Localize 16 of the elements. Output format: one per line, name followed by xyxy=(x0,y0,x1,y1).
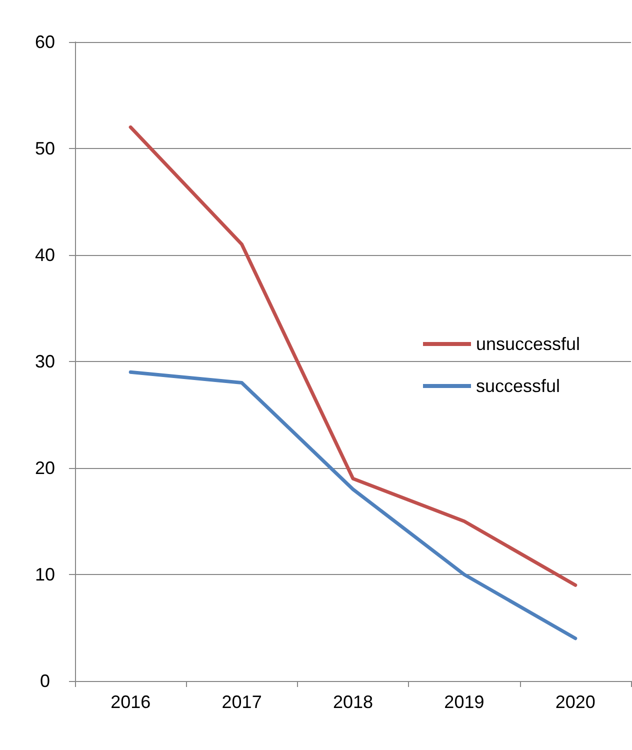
y-tick-label: 40 xyxy=(34,245,56,265)
x-tick-label: 2019 xyxy=(444,692,484,712)
x-tick-label: 2016 xyxy=(110,692,151,712)
x-tick-label: 2017 xyxy=(222,692,262,712)
legend-label: successful xyxy=(476,376,560,396)
y-tick-label: 10 xyxy=(34,564,56,584)
line-series xyxy=(128,370,578,640)
y-tick-label: 50 xyxy=(34,138,56,158)
line-series xyxy=(128,125,578,587)
x-tick-label: 2018 xyxy=(332,692,374,712)
y-tick-label: 30 xyxy=(34,352,56,372)
legend-label: unsuccessful xyxy=(476,334,580,354)
y-tick-label: 20 xyxy=(34,458,56,478)
y-tick-label: 60 xyxy=(34,32,56,52)
x-tick-label: 2020 xyxy=(555,692,596,712)
y-tick-label: 0 xyxy=(40,671,50,691)
